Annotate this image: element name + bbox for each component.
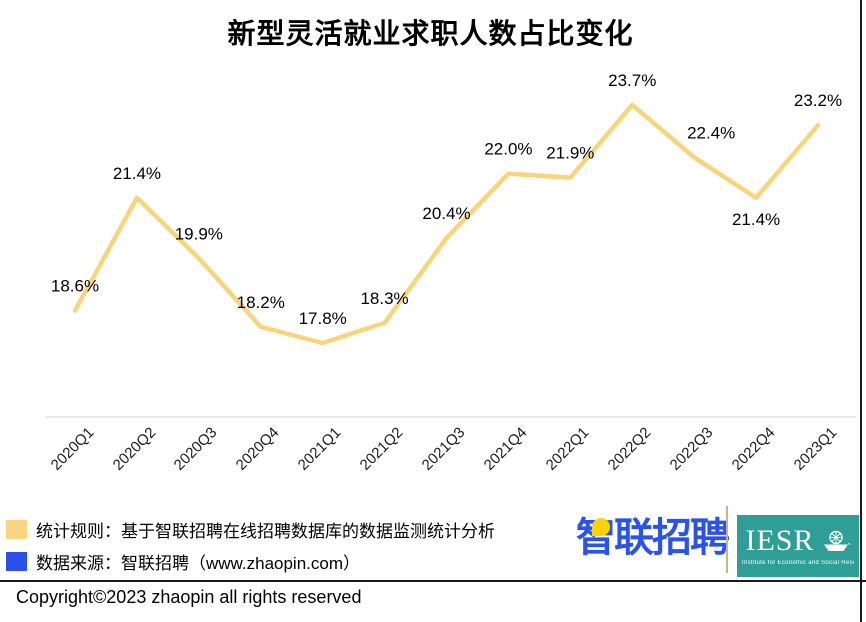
iesr-logo: IESR Institute for Economic and Social R… (737, 515, 859, 577)
data-label: 22.4% (687, 123, 735, 142)
footnote-data-source: 数据来源：智联招聘（www.zhaopin.com） (6, 549, 360, 574)
data-label: 21.9% (546, 144, 594, 163)
data-label: 23.7% (608, 71, 656, 90)
iesr-tagline: Institute for Economic and Social Resear… (742, 560, 854, 566)
data-line-series (72, 102, 821, 346)
data-label: 18.3% (360, 289, 408, 308)
window-border (860, 0, 862, 622)
footnote-text: 数据来源：智联招聘（www.zhaopin.com） (36, 554, 361, 573)
data-label: 22.0% (484, 140, 532, 159)
data-label: 21.4% (113, 164, 161, 183)
data-label: 19.9% (175, 224, 223, 243)
zhaopin-logo: 智联招聘 (576, 514, 730, 562)
legend-swatch-yellow (6, 520, 27, 539)
copyright-text: Copyright©2023 zhaopin all rights reserv… (16, 587, 362, 607)
data-label: 17.8% (299, 309, 347, 328)
ship-icon (823, 530, 850, 551)
footer-divider (0, 580, 866, 582)
logo-divider (726, 506, 728, 573)
data-label: 18.2% (237, 293, 285, 312)
footnote-text: 统计规则：基于智联招聘在线招聘数据库的数据监测统计分析 (36, 522, 495, 541)
data-label: 18.6% (51, 277, 99, 296)
footnote-statistics-rule: 统计规则：基于智联招聘在线招聘数据库的数据监测统计分析 (6, 517, 495, 542)
data-label: 20.4% (422, 204, 470, 223)
data-label: 23.2% (794, 91, 842, 110)
legend-swatch-blue (6, 552, 27, 571)
data-label: 21.4% (732, 210, 780, 229)
iesr-logo-text: IESR (745, 524, 815, 557)
location-pin-icon (592, 518, 610, 536)
chart-title: 新型灵活就业求职人数占比变化 (227, 18, 634, 49)
trend-line-chart: 18.6% 21.4% 19.9% 18.2% 17.8% 18.3% 20.4% 22.0%… (45, 71, 856, 418)
